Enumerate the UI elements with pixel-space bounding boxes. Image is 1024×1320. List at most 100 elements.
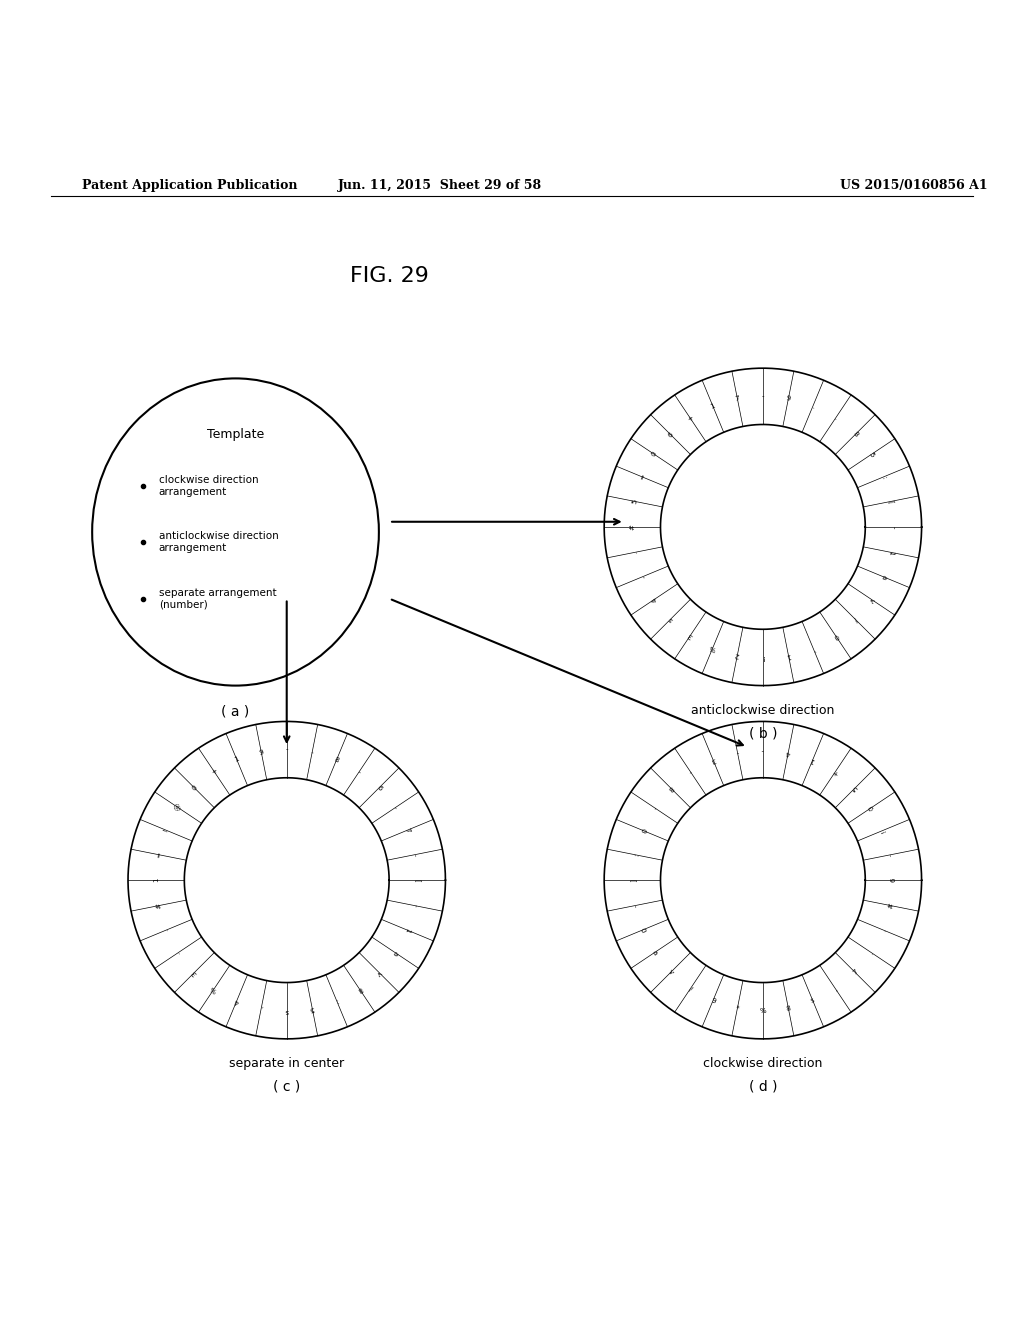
Text: v: v — [667, 969, 674, 975]
Text: separate in center: separate in center — [229, 1057, 344, 1071]
Text: ( a ): ( a ) — [221, 704, 250, 718]
Text: 1: 1 — [403, 927, 411, 933]
Text: 0: 0 — [867, 804, 876, 812]
Text: ( c ): ( c ) — [273, 1080, 300, 1094]
Text: clockwise direction
arrangement: clockwise direction arrangement — [159, 475, 258, 496]
Text: ,: , — [259, 1005, 263, 1011]
Text: 6: 6 — [667, 430, 674, 438]
Text: ,: , — [833, 986, 838, 991]
Text: 7: 7 — [734, 396, 740, 403]
Text: 5: 5 — [867, 451, 876, 458]
Text: !: ! — [762, 655, 764, 660]
Text: s: s — [810, 998, 816, 1005]
Text: -: - — [888, 853, 894, 857]
Text: %: % — [210, 985, 218, 993]
Text: US 2015/0160856 A1: US 2015/0160856 A1 — [840, 180, 987, 193]
Text: .: . — [632, 550, 638, 554]
Text: Jun. 11, 2015  Sheet 29 of 58: Jun. 11, 2015 Sheet 29 of 58 — [338, 180, 543, 193]
Text: -: - — [412, 904, 418, 907]
Text: 5: 5 — [852, 784, 859, 792]
Text: 8: 8 — [355, 985, 362, 993]
Text: [: [ — [629, 879, 636, 882]
Text: +: + — [210, 767, 218, 776]
Text: +: + — [686, 414, 694, 422]
Text: @: @ — [173, 803, 183, 812]
Text: 1: 1 — [710, 403, 716, 411]
Text: Patent Application Publication: Patent Application Publication — [82, 180, 297, 193]
Text: .: . — [811, 403, 815, 409]
Text: :: : — [335, 998, 339, 1005]
Text: s: s — [285, 1007, 289, 1014]
Text: separate arrangement
(number): separate arrangement (number) — [159, 587, 276, 610]
Text: a: a — [880, 574, 887, 579]
Text: 8: 8 — [852, 430, 859, 438]
Text: ( b ): ( b ) — [749, 726, 777, 741]
Text: s: s — [668, 616, 674, 623]
Text: 0: 0 — [639, 927, 646, 933]
Text: clockwise direction: clockwise direction — [703, 1057, 822, 1071]
Text: 3: 3 — [687, 632, 694, 639]
Text: #: # — [630, 524, 635, 529]
Text: 8: 8 — [667, 784, 674, 792]
Text: .: . — [175, 950, 181, 956]
Text: -: - — [356, 768, 361, 775]
Text: 3: 3 — [710, 756, 716, 763]
Text: :: : — [632, 853, 638, 857]
Text: !: ! — [163, 828, 169, 833]
Text: 9: 9 — [258, 748, 264, 755]
Text: -: - — [688, 768, 693, 775]
Text: FIG. 29: FIG. 29 — [349, 267, 429, 286]
Text: +: + — [831, 767, 840, 776]
Text: #: # — [888, 902, 894, 909]
Text: 8: 8 — [334, 756, 340, 763]
Text: ,: , — [639, 574, 645, 579]
Text: .: . — [868, 950, 874, 956]
Text: /: / — [688, 986, 693, 991]
Text: 1: 1 — [154, 878, 159, 882]
Text: 1: 1 — [888, 549, 894, 556]
Text: 4: 4 — [650, 595, 658, 603]
Text: -: - — [762, 747, 764, 752]
Text: =: = — [156, 851, 162, 858]
Text: 0: 0 — [190, 784, 198, 792]
Text: /: / — [852, 616, 858, 622]
Text: .: . — [881, 928, 887, 932]
Text: anticlockwise direction: anticlockwise direction — [691, 704, 835, 717]
Text: #: # — [156, 902, 162, 909]
Text: -: - — [310, 748, 314, 755]
Text: 9: 9 — [785, 396, 792, 403]
Text: -: - — [286, 747, 288, 752]
Text: -: - — [651, 805, 657, 810]
Text: 1: 1 — [810, 756, 816, 763]
Text: =: = — [638, 473, 646, 480]
Text: 0: 0 — [650, 451, 658, 458]
Text: -: - — [762, 393, 764, 400]
Text: !: ! — [881, 828, 887, 833]
Text: [: [ — [888, 499, 895, 503]
Text: 1: 1 — [233, 756, 240, 763]
Text: 6: 6 — [376, 784, 383, 792]
Text: 4: 4 — [785, 748, 792, 755]
Text: .: . — [163, 928, 169, 932]
Text: 0: 0 — [831, 632, 839, 639]
Text: 3: 3 — [190, 969, 198, 977]
Text: 1: 1 — [785, 652, 792, 659]
Text: a: a — [391, 949, 399, 956]
Text: -: - — [412, 853, 418, 857]
Text: [: [ — [414, 879, 421, 882]
Text: -: - — [392, 805, 398, 810]
Text: a: a — [650, 949, 658, 956]
Text: 8: 8 — [785, 1005, 792, 1011]
Text: `: ` — [810, 644, 815, 651]
Text: v: v — [867, 597, 876, 603]
Text: %: % — [760, 1007, 766, 1014]
Text: 9: 9 — [710, 997, 716, 1005]
Text: -: - — [632, 904, 638, 907]
Text: v: v — [376, 969, 383, 975]
Text: %: % — [709, 643, 717, 652]
Text: .: . — [833, 416, 838, 421]
Text: 5: 5 — [632, 499, 638, 504]
Text: 4: 4 — [233, 997, 240, 1005]
Text: Template: Template — [207, 428, 264, 441]
Text: 7: 7 — [852, 969, 859, 977]
